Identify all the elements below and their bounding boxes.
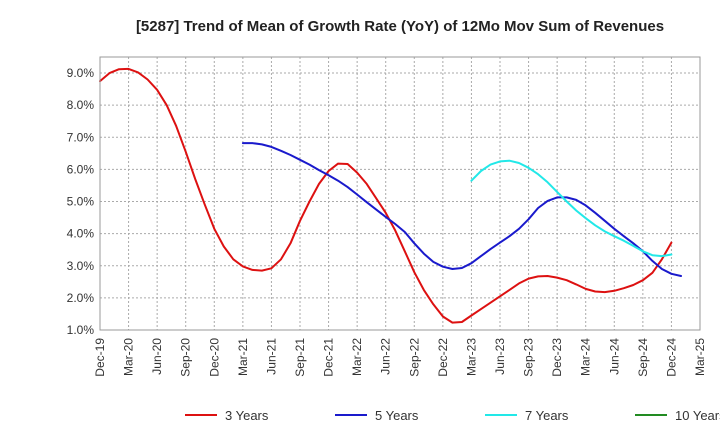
x-tick-label: Jun-24 [607, 338, 621, 375]
legend-label: 3 Years [225, 408, 269, 423]
y-tick-label: 4.0% [67, 227, 95, 241]
y-tick-label: 5.0% [67, 195, 95, 209]
x-tick-label: Mar-23 [464, 338, 478, 376]
x-tick-label: Dec-22 [436, 338, 450, 377]
x-tick-label: Dec-19 [93, 338, 107, 377]
x-tick-label: Mar-25 [693, 338, 707, 376]
x-tick-label: Jun-21 [264, 338, 278, 375]
plot-frame [99, 56, 701, 331]
x-tick-label: Jun-20 [150, 338, 164, 375]
chart-title: [5287] Trend of Mean of Growth Rate (YoY… [136, 18, 664, 35]
series-line-5-years [241, 142, 682, 277]
x-tick-label: Sep-20 [179, 338, 193, 377]
x-tick-label: Dec-21 [322, 338, 336, 377]
y-tick-label: 9.0% [67, 66, 95, 80]
x-tick-label: Jun-22 [379, 338, 393, 375]
legend-label: 7 Years [525, 408, 569, 423]
x-tick-label: Dec-20 [207, 338, 221, 377]
series-line-7-years [470, 159, 673, 258]
x-tick-label: Jun-23 [493, 338, 507, 375]
grid [99, 57, 701, 331]
legend: 3 Years 5 Years 7 Years 10 Years [185, 408, 720, 423]
legend-label: 5 Years [375, 408, 419, 423]
x-tick-label: Sep-24 [636, 338, 650, 377]
series-lines [99, 67, 682, 324]
x-tick-label: Mar-22 [350, 338, 364, 376]
x-tick-label: Sep-21 [293, 338, 307, 377]
x-axis: Dec-19 Mar-20 Jun-20 Sep-20 Dec-20 Mar-21 Jun-… [93, 338, 707, 377]
series-line-3-years [99, 67, 673, 324]
legend-label: 10 Years [675, 408, 720, 423]
x-tick-label: Mar-20 [122, 338, 136, 376]
y-axis: 1.0% 2.0% 3.0% 4.0% 5.0% 6.0% 7.0% 8.0% 9.0% [67, 66, 95, 337]
x-tick-label: Mar-24 [579, 338, 593, 376]
y-tick-label: 7.0% [67, 130, 95, 144]
x-tick-label: Dec-24 [664, 338, 678, 377]
y-tick-label: 3.0% [67, 259, 95, 273]
y-tick-label: 6.0% [67, 162, 95, 176]
x-tick-label: Sep-22 [407, 338, 421, 377]
x-tick-label: Dec-23 [550, 338, 564, 377]
x-tick-label: Mar-21 [236, 338, 250, 376]
y-tick-label: 2.0% [67, 291, 95, 305]
y-tick-label: 1.0% [67, 323, 95, 337]
y-tick-label: 8.0% [67, 98, 95, 112]
x-tick-label: Sep-23 [522, 338, 536, 377]
